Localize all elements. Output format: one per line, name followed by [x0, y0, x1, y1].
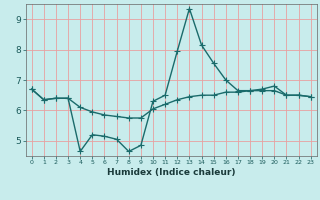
X-axis label: Humidex (Indice chaleur): Humidex (Indice chaleur) [107, 168, 236, 177]
